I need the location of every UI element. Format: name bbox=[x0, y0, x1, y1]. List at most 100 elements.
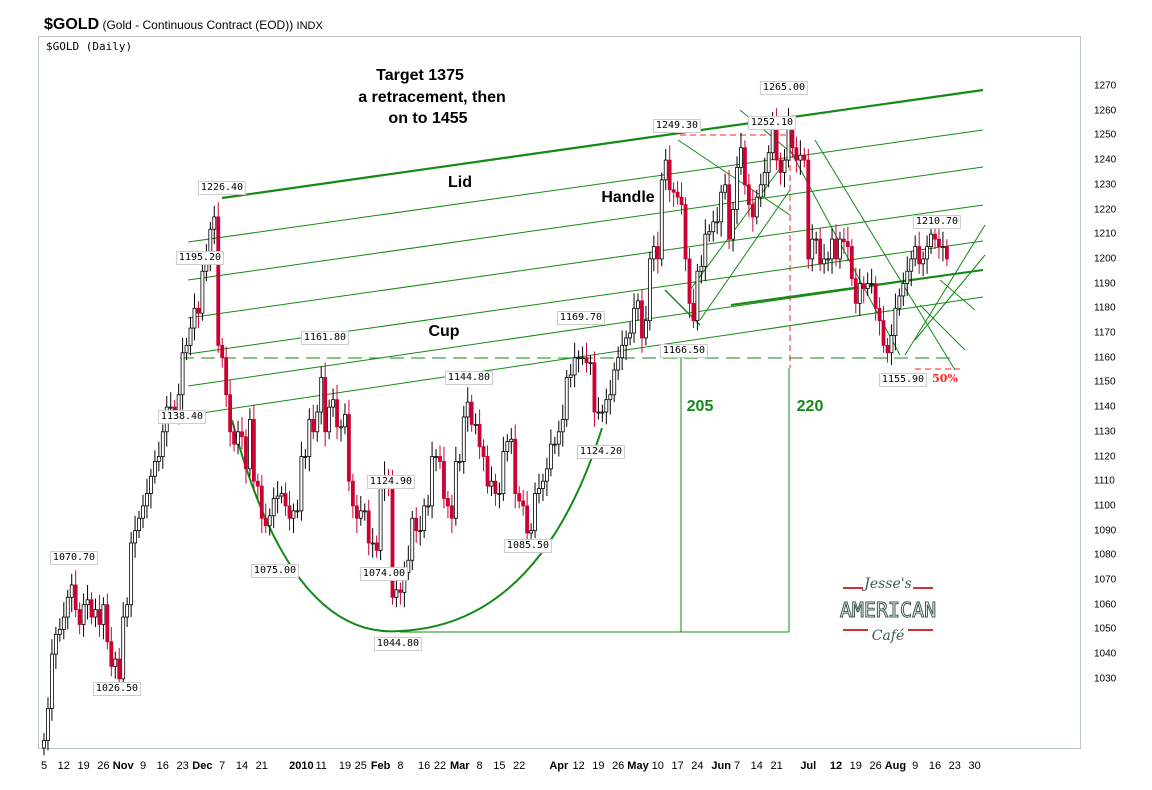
candle bbox=[921, 251, 926, 277]
candle bbox=[663, 148, 668, 190]
candle bbox=[200, 260, 205, 321]
candle-body bbox=[442, 461, 446, 499]
candle bbox=[806, 148, 811, 269]
price-label: 1210.70 bbox=[912, 215, 962, 229]
price-label: 1085.50 bbox=[503, 539, 553, 553]
candle-body bbox=[802, 154, 807, 161]
candle bbox=[608, 379, 613, 415]
x-tick-label: 17 bbox=[671, 760, 684, 772]
candle-body bbox=[877, 307, 882, 322]
candle bbox=[766, 145, 771, 188]
candle bbox=[473, 413, 478, 435]
x-tick-label: 9 bbox=[139, 760, 147, 772]
candle bbox=[703, 219, 708, 282]
candle bbox=[449, 494, 454, 534]
candle-body bbox=[897, 295, 902, 309]
candle-body bbox=[556, 431, 561, 445]
channel-line bbox=[904, 224, 986, 356]
candle bbox=[541, 473, 545, 501]
candle-body bbox=[57, 629, 62, 635]
candle bbox=[869, 268, 874, 294]
x-tick-label: Nov bbox=[112, 760, 134, 772]
candle-body bbox=[889, 335, 894, 354]
candle-body bbox=[354, 505, 359, 519]
x-tick-label: 19 bbox=[592, 760, 605, 772]
candle bbox=[834, 224, 838, 267]
x-tick-label: 8 bbox=[397, 760, 404, 772]
candle-body bbox=[719, 191, 724, 223]
candle bbox=[152, 450, 157, 484]
candle-body bbox=[323, 377, 328, 433]
candle bbox=[184, 337, 189, 361]
candle bbox=[275, 481, 280, 514]
candle-body bbox=[830, 238, 834, 260]
candle bbox=[691, 288, 696, 329]
candle bbox=[69, 573, 74, 613]
candle-body bbox=[644, 320, 648, 339]
candle-body bbox=[782, 159, 787, 173]
candle bbox=[113, 651, 118, 679]
candle bbox=[537, 473, 541, 504]
candle-body bbox=[873, 283, 878, 309]
x-tick-label: 26 bbox=[97, 760, 110, 772]
y-tick-label: 1030 bbox=[1094, 673, 1117, 685]
target-annotation: Target 1375 bbox=[376, 67, 464, 84]
candle-body bbox=[810, 238, 815, 260]
candle-body bbox=[885, 344, 890, 354]
candle bbox=[465, 387, 470, 432]
fan-line bbox=[187, 204, 984, 319]
candle bbox=[430, 441, 434, 519]
candle-body bbox=[944, 246, 949, 260]
y-tick-label: 1090 bbox=[1094, 525, 1117, 537]
candle-body bbox=[430, 456, 434, 507]
candle-body bbox=[473, 423, 478, 426]
channel-line bbox=[677, 139, 791, 216]
chart-subtitle: $GOLD (Daily) bbox=[46, 40, 133, 53]
y-tick-label: 1050 bbox=[1094, 623, 1117, 635]
candle-body bbox=[794, 147, 799, 161]
candle-body bbox=[707, 231, 712, 235]
y-tick-label: 1220 bbox=[1094, 204, 1117, 215]
candle-body bbox=[525, 505, 530, 534]
candle-body bbox=[568, 374, 573, 378]
candle-body bbox=[350, 480, 355, 507]
candle bbox=[810, 224, 815, 272]
candle-body bbox=[533, 493, 537, 531]
candle-body bbox=[901, 283, 906, 297]
candle bbox=[160, 424, 165, 469]
candle-body bbox=[715, 221, 720, 224]
candle bbox=[548, 429, 553, 477]
candle bbox=[735, 156, 739, 225]
candle-body bbox=[212, 216, 217, 230]
candle-body bbox=[414, 517, 419, 532]
candle bbox=[271, 487, 276, 529]
candle bbox=[596, 397, 601, 420]
candle-body bbox=[200, 270, 205, 314]
candle bbox=[727, 169, 731, 250]
depth-220-label: 220 bbox=[796, 398, 824, 415]
x-tick-label: 23 bbox=[176, 760, 189, 772]
candle-body bbox=[311, 419, 316, 433]
x-tick-label: 12 bbox=[572, 760, 585, 772]
candle-body bbox=[446, 498, 450, 507]
candle-body bbox=[335, 399, 339, 428]
candle-body bbox=[267, 515, 272, 527]
candle bbox=[50, 639, 54, 721]
candle bbox=[521, 489, 526, 516]
candle bbox=[145, 478, 149, 519]
candle bbox=[406, 545, 411, 580]
candle bbox=[339, 419, 343, 442]
candle bbox=[509, 428, 514, 455]
candle-body bbox=[121, 616, 126, 680]
candle bbox=[77, 602, 82, 635]
candle-body bbox=[509, 438, 514, 443]
candle-body bbox=[746, 184, 751, 205]
candle-body bbox=[838, 238, 842, 260]
candle-body bbox=[548, 443, 553, 470]
y-tick-label: 1200 bbox=[1094, 253, 1117, 265]
candle-body bbox=[636, 300, 640, 309]
candle-body bbox=[588, 362, 593, 365]
candle-body bbox=[137, 517, 141, 532]
candle bbox=[469, 394, 474, 432]
candle bbox=[857, 268, 862, 316]
